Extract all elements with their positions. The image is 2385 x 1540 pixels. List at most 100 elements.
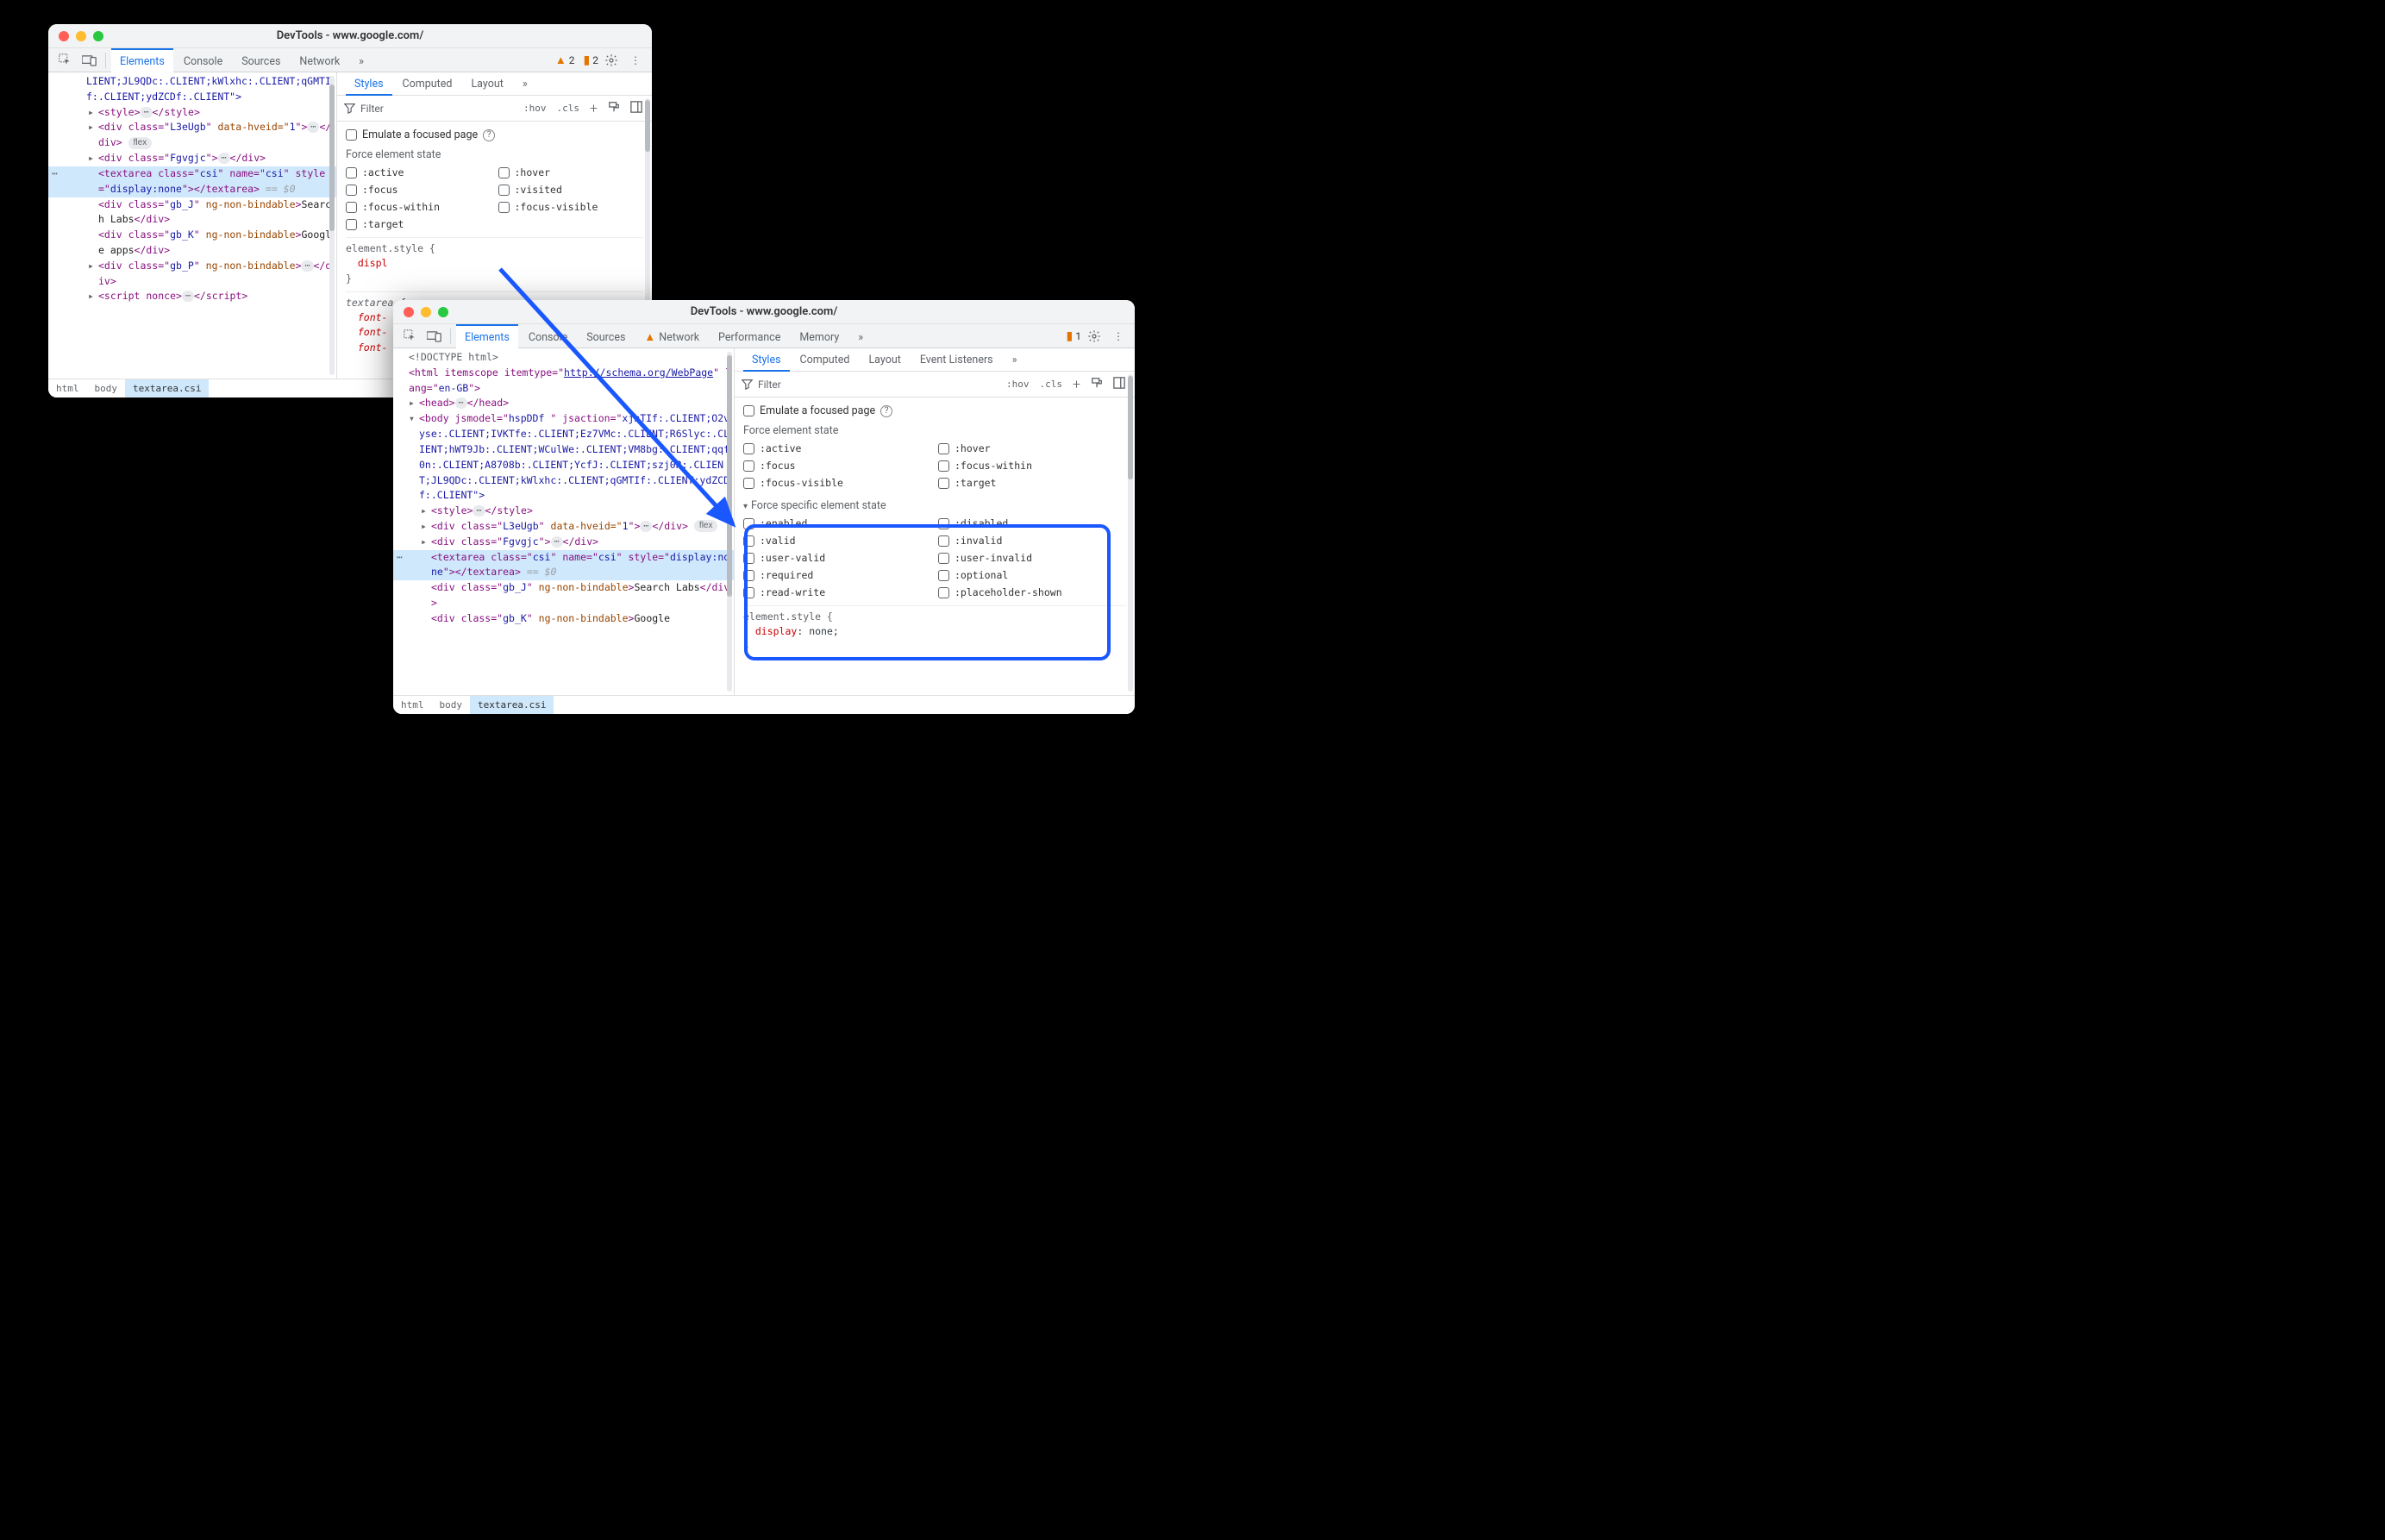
- subtab-styles[interactable]: Styles: [743, 348, 790, 372]
- dom-line[interactable]: ▸<div class="L3eUgb" data-hveid="1">⋯</d…: [393, 519, 734, 535]
- dom-line[interactable]: ▸<style>⋯</style>: [393, 504, 734, 519]
- dom-panel[interactable]: LIENT;JL9QDc:.CLIENT;kWlxhc:.CLIENT;qGMT…: [48, 72, 337, 379]
- crumb[interactable]: body: [87, 379, 126, 398]
- dom-line[interactable]: LIENT;JL9QDc:.CLIENT;kWlxhc:.CLIENT;qGMT…: [48, 74, 336, 105]
- checkbox[interactable]: [743, 405, 754, 416]
- state-row[interactable]: :user-invalid: [938, 550, 1126, 566]
- tab-elements[interactable]: Elements: [456, 324, 518, 348]
- tab-elements[interactable]: Elements: [111, 48, 173, 72]
- checkbox[interactable]: [498, 202, 510, 213]
- zoom-dot[interactable]: [438, 307, 448, 317]
- state-row[interactable]: :hover: [498, 165, 644, 180]
- dom-line[interactable]: ▸<script nonce>⋯</script>: [48, 289, 336, 304]
- help-icon[interactable]: ?: [483, 129, 495, 141]
- checkbox[interactable]: [346, 129, 357, 141]
- state-row[interactable]: :focus: [346, 182, 491, 197]
- disclosure-icon[interactable]: ▾: [743, 502, 748, 511]
- minimize-dot[interactable]: [76, 31, 86, 41]
- state-row[interactable]: :visited: [498, 182, 644, 197]
- hov-button[interactable]: :hov: [1004, 379, 1032, 390]
- checkbox[interactable]: [498, 185, 510, 196]
- new-rule-icon[interactable]: +: [1070, 376, 1083, 392]
- tab-memory[interactable]: Memory: [791, 324, 848, 348]
- subtab-event-listeners[interactable]: Event Listeners: [911, 348, 1002, 372]
- scrollbar[interactable]: [1128, 374, 1133, 692]
- dom-line[interactable]: ▾<body jsmodel="hspDDf " jsaction="xjhTI…: [393, 411, 734, 504]
- crumb[interactable]: textarea.csi: [470, 696, 554, 715]
- crumb[interactable]: body: [432, 696, 471, 715]
- kebab-icon[interactable]: ⋮: [1107, 325, 1130, 347]
- dom-line-selected[interactable]: ⋯<textarea class="csi" name="csi" style=…: [393, 550, 734, 581]
- force-specific-label[interactable]: ▾Force specific element state: [743, 499, 1126, 512]
- dom-line[interactable]: <div class="gb_J" ng-non-bindable>Search…: [393, 580, 734, 611]
- close-dot[interactable]: [404, 307, 414, 317]
- checkbox[interactable]: [938, 570, 949, 581]
- state-row[interactable]: :enabled: [743, 516, 931, 531]
- settings-icon[interactable]: [600, 49, 623, 72]
- state-row[interactable]: :active: [743, 441, 931, 456]
- checkbox[interactable]: [938, 478, 949, 489]
- paint-icon[interactable]: [1088, 377, 1105, 391]
- subtab-computed[interactable]: Computed: [394, 72, 461, 96]
- subtab-computed[interactable]: Computed: [792, 348, 859, 372]
- scrollbar[interactable]: [329, 76, 335, 375]
- state-row[interactable]: :hover: [938, 441, 1126, 456]
- subtab-layout[interactable]: Layout: [860, 348, 909, 372]
- state-row[interactable]: :user-valid: [743, 550, 931, 566]
- tab-performance[interactable]: Performance: [710, 324, 789, 348]
- dom-line[interactable]: ▸<head>⋯</head>: [393, 396, 734, 411]
- tab-overflow[interactable]: »: [350, 48, 372, 72]
- checkbox[interactable]: [743, 570, 754, 581]
- hov-button[interactable]: :hov: [521, 103, 549, 114]
- dom-line[interactable]: ▸<div class="L3eUgb" data-hveid="1">⋯</d…: [48, 120, 336, 151]
- crumb[interactable]: html: [48, 379, 87, 398]
- warning-badge[interactable]: ▲2: [555, 53, 575, 67]
- state-row[interactable]: :focus-within: [346, 199, 491, 215]
- checkbox[interactable]: [743, 535, 754, 547]
- filter-input[interactable]: Filter: [742, 379, 998, 391]
- state-row[interactable]: :optional: [938, 567, 1126, 583]
- titlebar[interactable]: DevTools - www.google.com/: [48, 24, 652, 48]
- emulate-focused-row[interactable]: Emulate a focused page ?: [743, 403, 1126, 419]
- dom-line[interactable]: <html itemscope itemtype="http://schema.…: [393, 366, 734, 397]
- checkbox[interactable]: [346, 202, 357, 213]
- state-row[interactable]: :active: [346, 165, 491, 180]
- tab-sources[interactable]: Sources: [578, 324, 634, 348]
- checkbox[interactable]: [743, 518, 754, 529]
- panel-layout-icon[interactable]: [628, 101, 645, 116]
- checkbox[interactable]: [346, 219, 357, 230]
- scrollbar[interactable]: [727, 352, 732, 692]
- state-row[interactable]: :invalid: [938, 533, 1126, 548]
- state-row[interactable]: :focus-within: [938, 458, 1126, 473]
- close-dot[interactable]: [59, 31, 69, 41]
- dom-line[interactable]: <div class="gb_K" ng-non-bindable>Google: [393, 611, 734, 627]
- minimize-dot[interactable]: [421, 307, 431, 317]
- dom-line[interactable]: <div class="gb_K" ng-non-bindable>Google…: [48, 228, 336, 259]
- issue-badge[interactable]: ▮1: [1067, 329, 1081, 343]
- checkbox[interactable]: [743, 553, 754, 564]
- state-row[interactable]: :focus-visible: [743, 475, 931, 491]
- cls-button[interactable]: .cls: [554, 103, 582, 114]
- subtab-layout[interactable]: Layout: [462, 72, 511, 96]
- issue-badge[interactable]: ▮2: [584, 53, 598, 67]
- checkbox[interactable]: [346, 167, 357, 178]
- tab-console[interactable]: Console: [175, 48, 231, 72]
- state-row[interactable]: :focus: [743, 458, 931, 473]
- paint-icon[interactable]: [605, 101, 623, 116]
- filter-input[interactable]: Filter: [344, 103, 516, 115]
- state-row[interactable]: :placeholder-shown: [938, 585, 1126, 600]
- new-rule-icon[interactable]: +: [587, 100, 600, 116]
- dom-line[interactable]: ▸<div class="gb_P" ng-non-bindable>⋯</di…: [48, 259, 336, 290]
- checkbox[interactable]: [938, 518, 949, 529]
- dom-line-selected[interactable]: ⋯<textarea class="csi" name="csi" style=…: [48, 166, 336, 197]
- css-rule[interactable]: element.style { display: none; }: [743, 605, 1126, 654]
- checkbox[interactable]: [743, 443, 754, 454]
- tab-network[interactable]: ▲Network: [635, 324, 708, 348]
- state-row[interactable]: :disabled: [938, 516, 1126, 531]
- state-row[interactable]: :focus-visible: [498, 199, 644, 215]
- checkbox[interactable]: [938, 553, 949, 564]
- settings-icon[interactable]: [1083, 325, 1105, 347]
- checkbox[interactable]: [938, 535, 949, 547]
- device-toggle-icon[interactable]: [78, 49, 100, 72]
- dom-line[interactable]: ▸<style>⋯</style>: [48, 105, 336, 121]
